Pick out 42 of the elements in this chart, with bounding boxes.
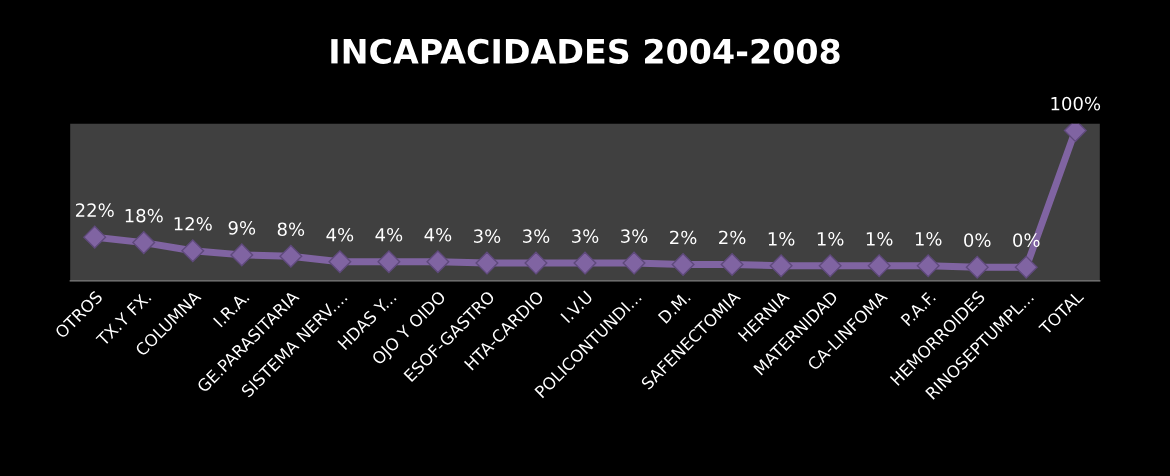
- data-label: 18%: [125, 208, 163, 223]
- data-label: 8%: [277, 222, 305, 237]
- data-label: 0%: [1013, 233, 1040, 248]
- data-label: 3%: [572, 229, 599, 243]
- point: [279, 244, 303, 268]
- data-label: 22%: [75, 203, 114, 217]
- point: [328, 250, 352, 274]
- chart-title: INCAPACIDADES 2004-2008: [331, 38, 840, 64]
- data-label: 100%: [1051, 96, 1101, 111]
- point: [1014, 255, 1038, 279]
- data-label: 4%: [375, 227, 403, 242]
- point: [573, 251, 597, 275]
- point: [426, 250, 450, 274]
- point: [377, 250, 401, 274]
- point: [867, 254, 891, 278]
- data-label: 1%: [768, 231, 795, 246]
- data-label: 12%: [174, 216, 212, 231]
- data-label: 3%: [474, 229, 501, 243]
- data-label: 1%: [915, 231, 942, 246]
- data-label: 9%: [228, 221, 256, 235]
- data-label: 2%: [670, 230, 697, 245]
- point: [132, 231, 156, 255]
- data-label: 1%: [817, 231, 844, 246]
- point: [720, 252, 744, 276]
- point: [475, 251, 499, 275]
- data-label: 1%: [866, 231, 893, 246]
- point: [622, 251, 646, 275]
- point: [671, 252, 695, 276]
- point: [818, 254, 842, 278]
- point: [965, 255, 989, 279]
- data-label: 4%: [424, 227, 452, 242]
- data-label: 0%: [964, 233, 991, 248]
- data-label: 3%: [523, 229, 550, 243]
- point: [916, 254, 940, 278]
- point: [524, 251, 548, 275]
- data-label: 4%: [326, 227, 354, 242]
- point: [83, 225, 107, 249]
- point: [230, 243, 254, 267]
- data-label: 2%: [719, 230, 746, 245]
- data-label: 3%: [621, 229, 648, 243]
- point: [769, 254, 793, 278]
- point: [181, 239, 205, 263]
